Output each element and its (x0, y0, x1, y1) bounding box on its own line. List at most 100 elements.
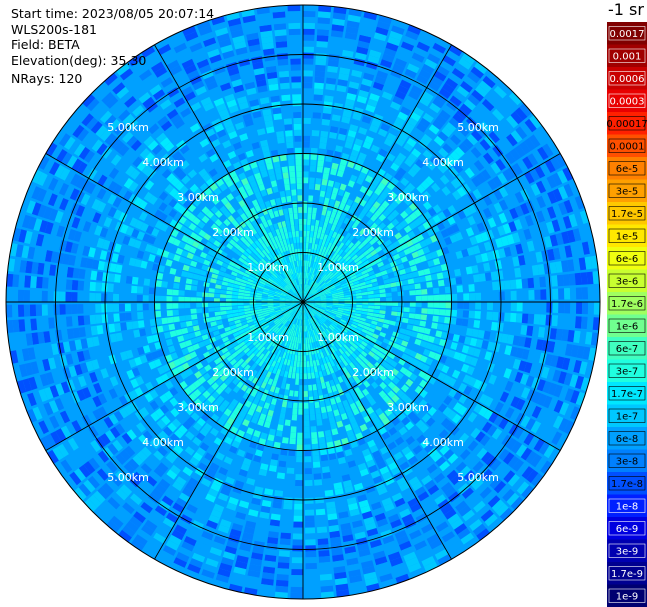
ppi-cell (533, 277, 541, 288)
ppi-cell (53, 278, 61, 290)
ppi-cell (442, 406, 452, 417)
ppi-cell (367, 312, 374, 317)
ppi-cell (303, 284, 305, 291)
ppi-cell (459, 267, 467, 276)
ppi-cell (320, 302, 327, 305)
ppi-cell (277, 568, 289, 575)
ppi-cell (304, 485, 313, 493)
ppi-cell (388, 325, 395, 331)
ppi-cell (562, 167, 574, 182)
ppi-cell (535, 180, 547, 194)
ppi-cell (333, 319, 339, 325)
ppi-cell (390, 360, 398, 368)
ppi-cell (380, 270, 388, 276)
ppi-cell (467, 412, 478, 423)
ppi-cell (350, 307, 357, 310)
ppi-cell (304, 503, 314, 510)
ppi-cell (316, 286, 322, 291)
ppi-cell (450, 134, 462, 146)
ppi-cell (24, 318, 32, 332)
ppi-cell (442, 208, 452, 218)
ppi-cell (322, 113, 331, 120)
ppi-cell (137, 311, 144, 320)
ppi-cell (456, 310, 464, 318)
ppi-cell (326, 305, 333, 308)
ppi-cell (395, 258, 403, 265)
ppi-cell (419, 320, 427, 327)
ppi-cell (359, 281, 366, 287)
ppi-cell (438, 287, 446, 294)
ppi-cell (478, 156, 490, 168)
ppi-cell (531, 391, 542, 404)
ppi-cell (383, 137, 394, 147)
ppi-cell (386, 297, 393, 302)
ppi-cell (417, 346, 425, 354)
ppi-cell (536, 379, 546, 392)
ppi-cell (358, 171, 367, 180)
ppi-cell (379, 242, 388, 250)
ppi-cell (303, 207, 308, 213)
ppi-cell (411, 358, 420, 367)
ppi-cell (308, 260, 312, 268)
ppi-cell (392, 95, 404, 106)
ppi-cell (298, 402, 303, 409)
ppi-cell (432, 315, 439, 323)
ppi-cell (327, 513, 338, 521)
ppi-cell (317, 154, 325, 161)
ppi-cell (478, 80, 492, 93)
ppi-cell (315, 238, 320, 245)
ppi-cell (292, 539, 303, 546)
ppi-cell (408, 313, 416, 319)
ppi-cell (305, 568, 318, 576)
ppi-cell (318, 550, 330, 557)
ppi-cell (469, 337, 478, 347)
ppi-cell (341, 270, 348, 276)
ppi-cell (483, 152, 494, 165)
ppi-cell (303, 94, 312, 101)
ppi-cell (406, 355, 415, 364)
ppi-cell (433, 308, 440, 315)
ppi-cell (161, 317, 169, 325)
ppi-cell (347, 269, 355, 275)
ppi-cell (311, 432, 318, 439)
ppi-cell (309, 255, 313, 262)
ppi-cell (477, 370, 486, 380)
ppi-cell (338, 164, 346, 172)
ppi-cell (390, 162, 400, 172)
ppi-cell (466, 151, 478, 163)
ppi-cell (390, 315, 397, 321)
ppi-cell (327, 59, 339, 67)
ppi-cell (412, 227, 421, 236)
ppi-cell (225, 298, 232, 302)
ppi-cell (406, 253, 414, 261)
ppi-cell (336, 194, 343, 202)
ppi-cell (336, 324, 343, 330)
ppi-cell (315, 64, 326, 72)
ppi-cell (269, 519, 280, 527)
ppi-cell (368, 340, 375, 347)
ppi-cell (351, 334, 358, 340)
ppi-cell (447, 215, 456, 226)
ppi-cell (375, 153, 385, 163)
ppi-cell (71, 280, 79, 291)
ppi-cell (275, 579, 289, 587)
ppi-cell (476, 222, 486, 233)
ppi-cell (306, 292, 310, 298)
ppi-cell (555, 153, 567, 168)
ppi-cell (417, 194, 427, 204)
ppi-cell (441, 364, 450, 374)
ppi-cell (371, 264, 379, 270)
ppi-cell (356, 304, 363, 308)
ppi-cell (415, 295, 422, 301)
ppi-cell (445, 122, 457, 133)
ppi-cell (400, 393, 409, 402)
ppi-cell (439, 302, 446, 309)
ppi-cell (507, 455, 520, 469)
ppi-cell (368, 294, 375, 298)
ppi-cell (428, 124, 440, 135)
ppi-cell (402, 285, 410, 291)
ppi-cell (12, 304, 19, 318)
ppi-cell (510, 396, 521, 408)
ppi-cell (400, 384, 410, 393)
ppi-cell (331, 277, 338, 283)
